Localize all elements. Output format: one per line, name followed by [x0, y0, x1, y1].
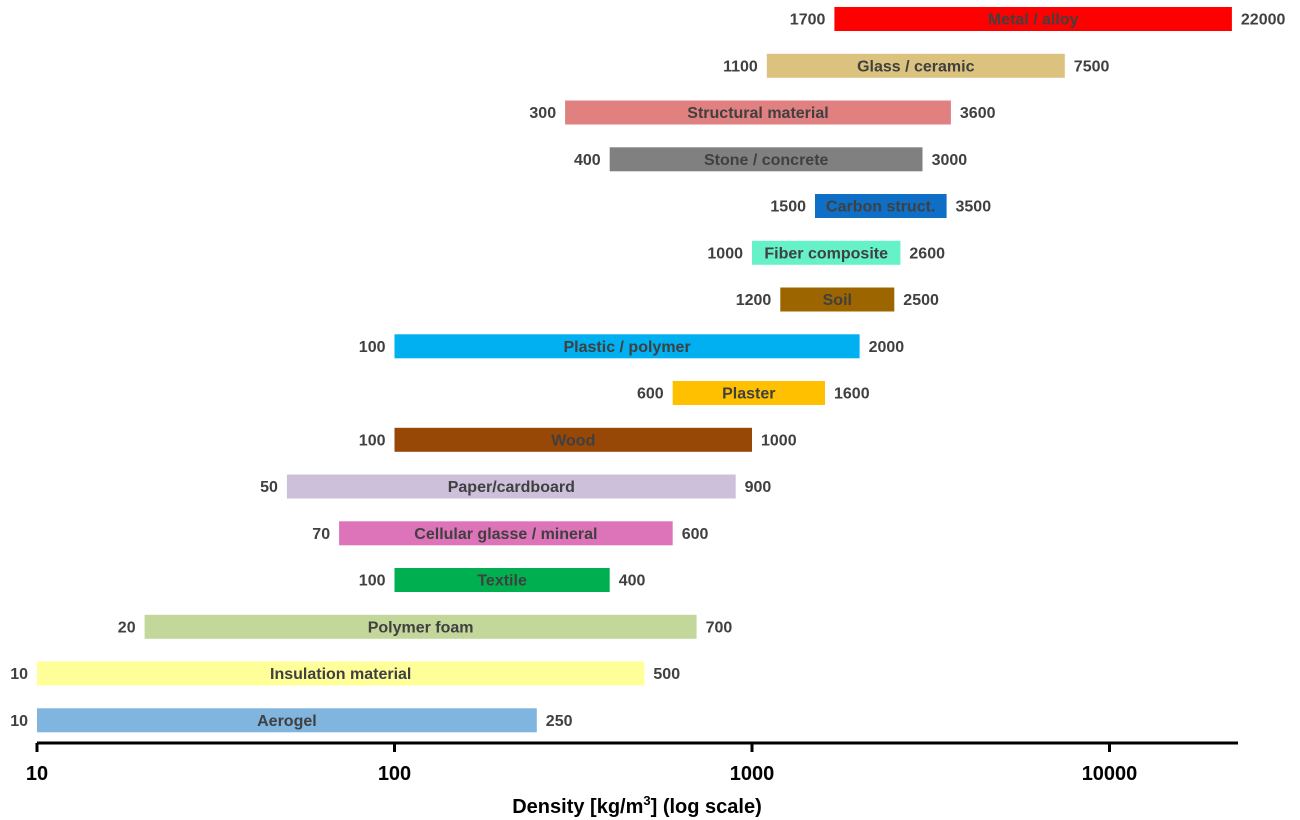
range-bar: [834, 7, 1232, 31]
category-label: Fiber composite: [764, 245, 888, 262]
x-axis-title-superscript: 3: [643, 793, 650, 808]
category-label: Structural material: [687, 105, 828, 122]
range-bar: [37, 661, 645, 686]
range-bar-group: 400 3000 Stone / concrete: [574, 147, 968, 172]
category-label: Textile: [477, 573, 527, 590]
range-bar: [339, 521, 673, 546]
range-bar-group: 600 1600 Plaster: [637, 381, 870, 405]
x-tick-label: 1000: [730, 763, 775, 785]
range-max-label: 3500: [956, 199, 992, 216]
range-bar-group: 20 700 Polymer foam: [118, 614, 733, 639]
range-max-label: 400: [619, 573, 646, 590]
range-bar: [394, 334, 860, 359]
range-max-label: 2000: [869, 339, 905, 356]
range-max-label: 3000: [932, 152, 968, 169]
range-bar: [609, 147, 923, 172]
category-label: Glass / ceramic: [857, 58, 975, 75]
range-bar: [286, 474, 736, 499]
range-bar: [394, 568, 610, 592]
range-min-label: 400: [574, 152, 601, 169]
category-label: Plaster: [722, 386, 775, 403]
range-bar-group: 10 500 Insulation material: [10, 661, 680, 686]
range-bar: [766, 53, 1065, 78]
category-label: Paper/cardboard: [448, 479, 575, 496]
range-min-label: 10: [10, 666, 28, 683]
x-axis-title-suffix: ] (log scale): [651, 796, 762, 818]
x-tick-label: 10: [26, 763, 48, 785]
range-max-label: 250: [546, 713, 573, 730]
range-max-label: 1000: [761, 432, 797, 449]
range-bar-group: 300 3600 Structural material: [529, 100, 996, 125]
range-min-label: 70: [312, 526, 330, 543]
x-tick-label: 10000: [1082, 763, 1138, 785]
range-min-label: 1200: [736, 292, 772, 309]
range-bar-group: 100 400 Textile: [359, 568, 646, 592]
range-max-label: 900: [745, 479, 772, 496]
range-bar-group: 1500 3500 Carbon struct.: [770, 194, 991, 218]
x-axis-title: Density [kg/m3] (log scale): [512, 793, 762, 818]
category-label: Carbon struct.: [826, 199, 935, 216]
range-min-label: 50: [260, 479, 278, 496]
category-label: Plastic / polymer: [564, 339, 691, 356]
range-min-label: 600: [637, 386, 664, 403]
range-max-label: 2600: [909, 245, 945, 262]
range-bar: [144, 614, 697, 639]
range-bar-group: 100 2000 Plastic / polymer: [359, 334, 905, 359]
category-label: Cellular glasse / mineral: [414, 526, 597, 543]
range-min-label: 100: [359, 432, 386, 449]
x-axis: 10 100 1000 10000: [26, 741, 1238, 785]
range-bar-group: 1200 2500 Soil: [736, 287, 939, 312]
range-bar: [752, 240, 901, 265]
category-label: Insulation material: [270, 666, 411, 683]
range-max-label: 1600: [834, 386, 870, 403]
range-max-label: 7500: [1074, 58, 1110, 75]
range-bar: [815, 194, 947, 218]
range-bar-group: 100 1000 Wood: [359, 427, 797, 452]
range-min-label: 1500: [770, 199, 806, 216]
range-min-label: 100: [359, 339, 386, 356]
range-min-label: 10: [10, 713, 28, 730]
range-bar-group: 1100 7500 Glass / ceramic: [723, 53, 1110, 78]
range-bar: [37, 708, 537, 733]
range-min-label: 300: [529, 105, 556, 122]
range-bar: [565, 100, 951, 125]
x-axis-title-main: Density [kg/m: [512, 796, 643, 818]
range-bar-group: 10 250 Aerogel: [10, 708, 573, 733]
range-bar-group: 50 900 Paper/cardboard: [260, 474, 772, 499]
category-label: Stone / concrete: [704, 152, 829, 169]
range-min-label: 1700: [790, 12, 826, 29]
category-label: Metal / alloy: [988, 12, 1079, 29]
range-bar: [394, 427, 752, 452]
range-max-label: 600: [682, 526, 709, 543]
range-max-label: 700: [706, 619, 733, 636]
category-label: Soil: [823, 292, 852, 309]
range-bar-group: 1700 22000 Metal / alloy: [790, 7, 1286, 31]
range-min-label: 1100: [723, 58, 758, 75]
x-tick-label: 100: [378, 763, 411, 785]
range-max-label: 3600: [960, 105, 996, 122]
range-bar: [672, 381, 825, 405]
range-bar-group: 70 600 Cellular glasse / mineral: [312, 521, 709, 546]
range-min-label: 100: [359, 573, 386, 590]
bars-layer: 1700 22000 Metal / alloy 1100 7500 Glass / ce…: [10, 7, 1286, 733]
category-label: Aerogel: [257, 713, 317, 730]
range-min-label: 20: [118, 619, 136, 636]
range-max-label: 2500: [903, 292, 939, 309]
range-max-label: 22000: [1241, 12, 1286, 29]
category-label: Wood: [551, 432, 595, 449]
category-label: Polymer foam: [368, 619, 474, 636]
range-min-label: 1000: [707, 245, 743, 262]
range-max-label: 500: [653, 666, 680, 683]
range-bar: [780, 287, 895, 312]
range-bar-group: 1000 2600 Fiber composite: [707, 240, 945, 265]
